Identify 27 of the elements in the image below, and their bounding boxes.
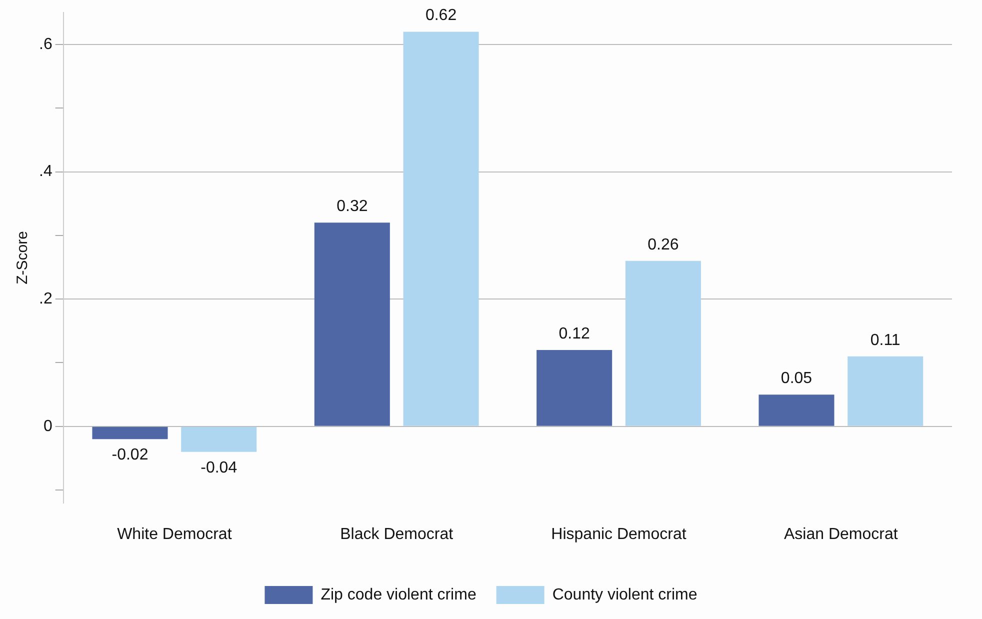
legend-label: Zip code violent crime	[320, 586, 476, 604]
bar	[314, 222, 390, 426]
data-label: 0.62	[425, 7, 457, 24]
data-label: 0.32	[336, 198, 368, 216]
bar	[848, 356, 924, 426]
bar	[181, 426, 257, 452]
y-tick-label: 0	[43, 418, 52, 435]
bar	[758, 394, 834, 426]
bar	[625, 260, 701, 426]
bar	[536, 350, 612, 426]
data-label: -0.02	[112, 446, 148, 464]
legend-label: County violent crime	[552, 586, 698, 604]
x-tick-label: Hispanic Democrat	[551, 526, 687, 543]
x-tick-label: White Democrat	[117, 526, 232, 543]
bar	[403, 32, 479, 426]
data-label: 0.26	[648, 236, 679, 254]
y-tick-label: .2	[39, 290, 52, 308]
bar	[92, 426, 168, 440]
x-tick-label: Asian Democrat	[784, 526, 898, 543]
data-label: 0.11	[870, 332, 900, 349]
y-tick-label: .4	[39, 163, 52, 180]
y-tick-label: .6	[39, 36, 52, 53]
x-tick-label: Black Democrat	[340, 526, 454, 543]
data-label: -0.04	[200, 459, 238, 476]
data-label: 0.12	[558, 325, 590, 342]
data-label: 0.05	[780, 370, 812, 387]
y-axis-title: Z-Score	[14, 231, 32, 284]
